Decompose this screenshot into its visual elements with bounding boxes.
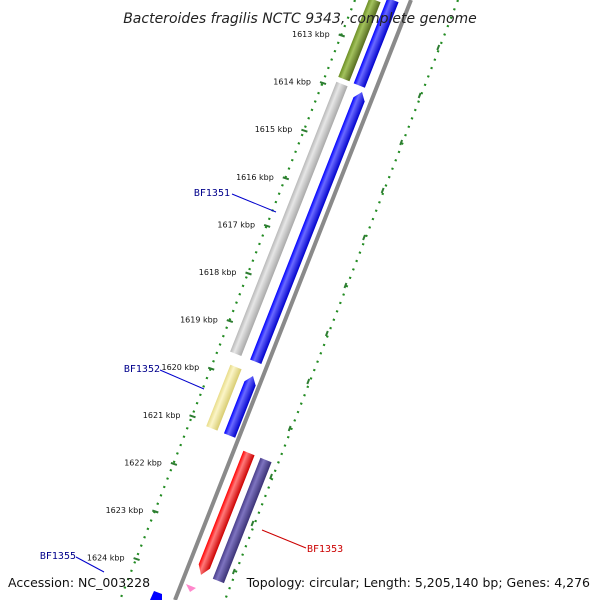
tick-mark-1613 <box>338 33 346 38</box>
tick-mark-1618 <box>245 271 252 276</box>
topology-text: Topology: circular; Length: 5,205,140 bp… <box>246 575 590 590</box>
gene-label-bf1351[interactable]: BF1351 <box>194 188 230 199</box>
tick-label-1619: 1619 kbp <box>180 316 218 325</box>
tick-labels: 1613 kbp 1614 kbp 1615 kbp 1616 kbp 1617 kbp… <box>87 30 330 563</box>
tick-mark-1615 <box>301 128 308 133</box>
leader-bf1353 <box>261 529 307 549</box>
tick-mark-1622 <box>170 461 178 466</box>
gene-label-bf1352[interactable]: BF1352 <box>124 364 160 375</box>
gene-blue-top <box>353 0 399 88</box>
tick-label-1616: 1616 kbp <box>236 173 274 182</box>
tick-label-1620: 1620 kbp <box>161 363 199 372</box>
accession-text: Accession: NC_003228 <box>8 575 150 590</box>
gene-olive-top <box>338 0 381 82</box>
tick-label-1624: 1624 kbp <box>87 554 125 563</box>
gene-slate-bf1353 <box>212 457 272 584</box>
tick-label-1617: 1617 kbp <box>217 220 255 229</box>
tick-mark-1624 <box>133 557 140 562</box>
tick-mark-1617 <box>263 223 271 228</box>
gene-grey-bf1351 <box>230 81 348 357</box>
gene-blue-bottom <box>150 591 162 600</box>
leader-bf1351 <box>231 193 277 213</box>
tick-label-1623: 1623 kbp <box>106 506 144 515</box>
tick-mark-1621 <box>189 414 196 419</box>
tick-label-1615: 1615 kbp <box>255 125 293 134</box>
tick-mark-1620 <box>207 366 215 371</box>
leader-bf1355 <box>75 556 105 573</box>
tick-mark-1614 <box>319 81 327 86</box>
gene-blue-long <box>250 92 365 365</box>
genome-backbone <box>173 0 413 600</box>
tick-label-1614: 1614 kbp <box>273 78 311 87</box>
gene-pink-bottom <box>186 584 196 592</box>
gene-blue-small <box>223 376 256 438</box>
gene-label-bf1353[interactable]: BF1353 <box>307 544 343 555</box>
tick-label-1621: 1621 kbp <box>143 411 181 420</box>
tick-label-1622: 1622 kbp <box>124 458 162 467</box>
tick-label-1618: 1618 kbp <box>199 268 237 277</box>
gene-label-bf1355[interactable]: BF1355 <box>40 551 76 562</box>
map-title: Bacteroides fragilis NCTC 9343, complete… <box>123 11 477 27</box>
gene-yellow-bf1352 <box>206 364 242 431</box>
tick-mark-1619 <box>226 319 234 324</box>
inner-dotted-ring <box>118 0 357 600</box>
tick-mark-1616 <box>282 176 290 181</box>
gene-features <box>150 0 399 600</box>
gene-red <box>198 450 255 575</box>
leader-bf1352 <box>159 369 205 390</box>
tick-label-1613: 1613 kbp <box>292 30 330 39</box>
tick-mark-1623 <box>151 509 159 514</box>
outer-ring-ticks <box>231 44 441 575</box>
tick-marks <box>133 33 346 562</box>
